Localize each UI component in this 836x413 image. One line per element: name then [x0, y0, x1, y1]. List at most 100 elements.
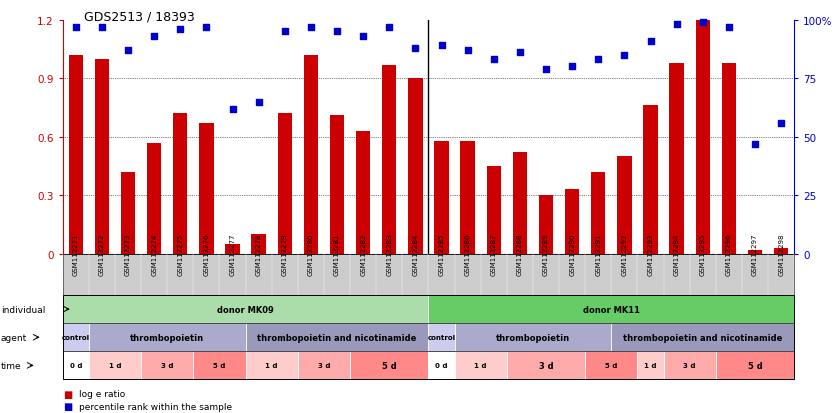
- Text: thrombopoietin: thrombopoietin: [130, 333, 204, 342]
- Bar: [721, 64, 736, 254]
- Text: GSM112276: GSM112276: [203, 233, 209, 275]
- Text: ■: ■: [63, 389, 72, 399]
- Bar: [539, 196, 553, 254]
- Text: 0 d: 0 d: [436, 363, 448, 368]
- Bar: [644, 106, 658, 254]
- Text: GSM112278: GSM112278: [256, 233, 262, 275]
- Text: GSM112295: GSM112295: [700, 233, 706, 275]
- Bar: [408, 79, 422, 254]
- Text: 1 d: 1 d: [475, 363, 487, 368]
- Text: GSM112296: GSM112296: [726, 233, 732, 275]
- Text: GSM112293: GSM112293: [648, 233, 654, 275]
- Text: GSM112287: GSM112287: [491, 233, 497, 275]
- Point: [95, 24, 109, 31]
- Text: 3 d: 3 d: [538, 361, 553, 370]
- Text: GSM112290: GSM112290: [569, 233, 575, 275]
- Bar: [696, 21, 710, 254]
- Bar: [356, 131, 370, 254]
- Bar: [670, 64, 684, 254]
- Point: [383, 24, 396, 31]
- Point: [121, 47, 135, 54]
- Text: percentile rank within the sample: percentile rank within the sample: [79, 402, 232, 411]
- Text: GSM112285: GSM112285: [439, 233, 445, 275]
- Bar: [278, 114, 292, 254]
- Text: control: control: [62, 335, 89, 340]
- Point: [174, 27, 187, 33]
- Text: GSM112271: GSM112271: [73, 233, 79, 275]
- Point: [722, 24, 736, 31]
- Text: donor MK09: donor MK09: [217, 305, 274, 314]
- Text: thrombopoietin and nicotinamide: thrombopoietin and nicotinamide: [623, 333, 782, 342]
- Text: 5 d: 5 d: [605, 363, 618, 368]
- Bar: [94, 59, 109, 254]
- Text: ■: ■: [63, 401, 72, 411]
- Text: GSM112284: GSM112284: [412, 233, 418, 275]
- Text: GSM112282: GSM112282: [360, 233, 366, 275]
- Point: [278, 29, 292, 36]
- Bar: [147, 143, 161, 254]
- Text: GSM112291: GSM112291: [595, 233, 601, 275]
- Point: [200, 24, 213, 31]
- Bar: [226, 244, 240, 254]
- Point: [330, 29, 344, 36]
- Text: 5 d: 5 d: [382, 361, 396, 370]
- Text: GSM112280: GSM112280: [308, 233, 314, 275]
- Text: 1 d: 1 d: [266, 363, 278, 368]
- Text: control: control: [427, 335, 456, 340]
- Bar: [199, 124, 213, 254]
- Point: [513, 50, 527, 57]
- Point: [618, 52, 631, 59]
- Text: 3 d: 3 d: [161, 363, 173, 368]
- Text: GSM112274: GSM112274: [151, 233, 157, 275]
- Bar: [487, 166, 501, 254]
- Point: [226, 106, 239, 113]
- Bar: [512, 153, 527, 254]
- Point: [69, 24, 83, 31]
- Point: [252, 99, 265, 106]
- Text: GSM112288: GSM112288: [517, 233, 522, 275]
- Bar: [565, 190, 579, 254]
- Text: GSM112283: GSM112283: [386, 233, 392, 275]
- Text: individual: individual: [1, 305, 45, 314]
- Point: [304, 24, 318, 31]
- Text: 5 d: 5 d: [213, 363, 226, 368]
- Text: GDS2513 / 18393: GDS2513 / 18393: [84, 10, 194, 23]
- Point: [748, 141, 762, 147]
- Text: GSM112281: GSM112281: [334, 233, 340, 275]
- Text: GSM112275: GSM112275: [177, 233, 183, 275]
- Text: 3 d: 3 d: [684, 363, 696, 368]
- Text: GSM112292: GSM112292: [621, 233, 627, 275]
- Point: [539, 66, 553, 73]
- Text: 1 d: 1 d: [645, 363, 657, 368]
- Text: GSM112286: GSM112286: [465, 233, 471, 275]
- Text: GSM112297: GSM112297: [752, 233, 758, 275]
- Bar: [173, 114, 187, 254]
- Text: thrombopoietin: thrombopoietin: [496, 333, 570, 342]
- Bar: [69, 56, 83, 254]
- Text: GSM112273: GSM112273: [125, 233, 131, 275]
- Text: log e ratio: log e ratio: [79, 389, 125, 399]
- Bar: [591, 172, 605, 254]
- Point: [147, 34, 161, 40]
- Text: 3 d: 3 d: [318, 363, 330, 368]
- Point: [592, 57, 605, 64]
- Bar: [252, 235, 266, 254]
- Text: 0 d: 0 d: [69, 363, 82, 368]
- Bar: [382, 65, 396, 254]
- Point: [409, 45, 422, 52]
- Text: GSM112294: GSM112294: [674, 233, 680, 275]
- Text: GSM112279: GSM112279: [282, 233, 288, 275]
- Text: 1 d: 1 d: [109, 363, 121, 368]
- Text: 5 d: 5 d: [747, 361, 762, 370]
- Point: [461, 47, 474, 54]
- Bar: [303, 56, 318, 254]
- Text: thrombopoietin and nicotinamide: thrombopoietin and nicotinamide: [257, 333, 416, 342]
- Point: [565, 64, 579, 71]
- Point: [356, 34, 370, 40]
- Point: [644, 38, 657, 45]
- Text: time: time: [1, 361, 22, 370]
- Text: agent: agent: [1, 333, 27, 342]
- Text: GSM112298: GSM112298: [778, 233, 784, 275]
- Point: [670, 22, 683, 28]
- Point: [487, 57, 501, 64]
